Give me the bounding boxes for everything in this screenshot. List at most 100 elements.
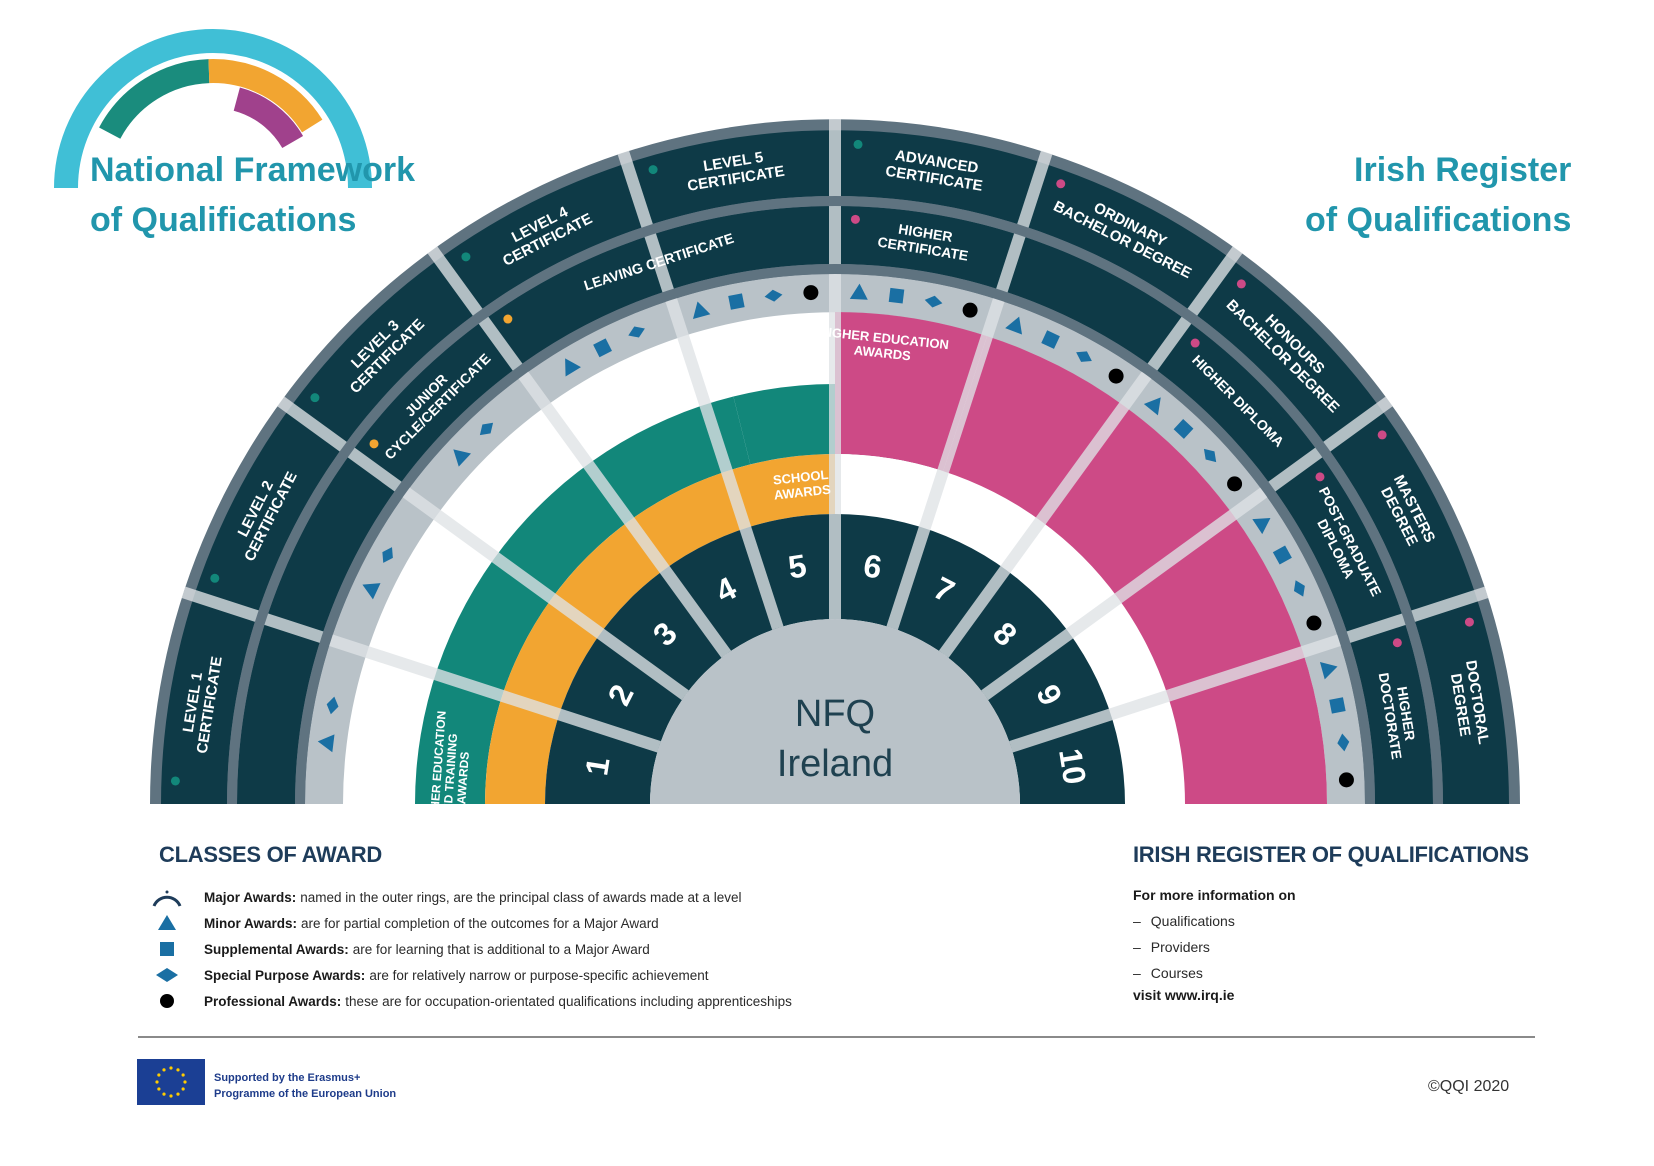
irq-intro: For more information on (1133, 887, 1296, 903)
circle-icon (1108, 368, 1124, 384)
diamond-icon (1203, 448, 1217, 463)
triangle-icon (317, 734, 335, 753)
further-education-band (415, 396, 751, 804)
triangle-icon (453, 449, 472, 467)
diamond-icon (479, 422, 494, 436)
nfq-fan (0, 119, 1654, 1166)
legend-award-name: Major Awards: (204, 889, 297, 905)
nfq-center-line2: Ireland (777, 743, 893, 785)
level-number-10: 10 (1052, 746, 1093, 787)
irq-list-bullet: – (1133, 939, 1141, 955)
legend-row: Professional Awards: these are for occupa… (150, 988, 792, 1014)
legend-row: Minor Awards: are for partial completion … (150, 910, 659, 936)
major-award-dot (1464, 617, 1474, 627)
irq-list-label: Courses (1150, 965, 1203, 981)
nfq-logo-icon (40, 29, 440, 248)
triangle-icon (1143, 397, 1161, 416)
legend-row: Special Purpose Awards: are for relativel… (150, 962, 708, 988)
major-award-dot (648, 165, 658, 175)
svg-text:AND TRAINING: AND TRAINING (440, 733, 460, 821)
square-icon (1272, 545, 1292, 565)
school-awards-band (485, 454, 835, 804)
legend-award-desc: these are for occupation-orientated qual… (345, 993, 792, 1009)
triangle-icon (565, 358, 581, 377)
major-award-dot (1056, 179, 1066, 189)
diamond-icon (1293, 580, 1305, 597)
triangle-icon (849, 283, 868, 300)
classes-of-award-title: CLASSES OF AWARD (159, 842, 382, 867)
major-award-dot (461, 252, 471, 262)
legend-award-desc: named in the outer rings, are the princi… (300, 889, 742, 905)
legend-award-desc: are for learning that is additional to a… (352, 941, 650, 957)
square-icon (593, 338, 612, 358)
triangle-icon (362, 583, 381, 600)
irq-list-label: Providers (1150, 939, 1210, 955)
circle-icon (962, 302, 978, 318)
copyright: ©QQI 2020 (1428, 1078, 1510, 1095)
major-award-dot (170, 776, 180, 786)
diamond-icon (150, 962, 184, 988)
nfq-title: National Framework of Qualifications (90, 151, 415, 239)
irq-list-item: – Providers (1133, 939, 1210, 955)
major-award-dot (850, 214, 860, 224)
triangle-icon (1252, 517, 1271, 535)
legend-award-desc: are for partial completion of the outcom… (301, 915, 659, 931)
legend-award-desc: are for relatively narrow or purpose-spe… (369, 967, 709, 983)
major-award-dot (310, 393, 320, 403)
circle-icon (803, 285, 819, 301)
circle-icon (1227, 476, 1243, 492)
irq-list-bullet: – (1133, 965, 1141, 981)
erasmus-text: Supported by the Erasmus+ Programme of t… (214, 1072, 397, 1100)
svg-text:AWARDS: AWARDS (773, 482, 832, 503)
footer-divider (138, 1036, 1535, 1038)
irq-title: Irish Register of Qualifications (1305, 151, 1572, 239)
ring-separator-0 (227, 196, 1443, 805)
legend-row: Supplemental Awards: are for learning tha… (150, 936, 650, 962)
irq-visit-link[interactable]: visit www.irq.ie (1133, 987, 1235, 1003)
higher-education-band-top (835, 312, 988, 472)
level-number-1: 1 (578, 755, 616, 778)
circle-icon (1306, 615, 1322, 631)
ring-separator-1 (295, 264, 1375, 805)
diamond-icon (924, 295, 943, 308)
nfq-center-line1: NFQ (795, 693, 875, 735)
triangle-icon (150, 910, 184, 936)
square-icon (728, 293, 745, 310)
major-award-dot (1236, 279, 1246, 289)
major-award-dot (503, 314, 513, 324)
svg-text:AWARDS: AWARDS (853, 342, 912, 363)
major-award-dot (853, 139, 863, 149)
diamond-icon (326, 696, 339, 715)
svg-text:SCHOOL: SCHOOL (772, 467, 829, 488)
major-award-dot (1377, 430, 1387, 440)
major-award-dot (369, 439, 379, 449)
nfq-center (650, 619, 1020, 804)
square-icon (1173, 419, 1194, 439)
irq-list-label: Qualifications (1150, 913, 1235, 929)
major-award-dot (1392, 638, 1402, 648)
major-award-dot (1190, 338, 1200, 348)
diamond-icon (382, 547, 393, 563)
diamond-icon (1337, 733, 1350, 752)
eu-flag-icon (137, 1059, 205, 1105)
square-icon (1329, 697, 1346, 714)
triangle-icon (692, 301, 711, 320)
diamond-icon (764, 289, 783, 302)
square-icon (888, 287, 905, 304)
level-number-5: 5 (786, 547, 809, 585)
level-number-6: 6 (861, 547, 884, 585)
higher-education-band (943, 336, 1327, 804)
triangle-icon (1005, 316, 1023, 335)
diamond-icon (1076, 351, 1092, 362)
square-icon (150, 936, 184, 962)
irq-list-item: – Qualifications (1133, 913, 1235, 929)
square-icon (1041, 330, 1060, 349)
legend-row: Major Awards: named in the outer rings, a… (150, 884, 742, 910)
triangle-icon (1319, 661, 1338, 680)
irq-list-bullet: – (1133, 913, 1141, 929)
legend-award-name: Supplemental Awards: (204, 941, 349, 957)
